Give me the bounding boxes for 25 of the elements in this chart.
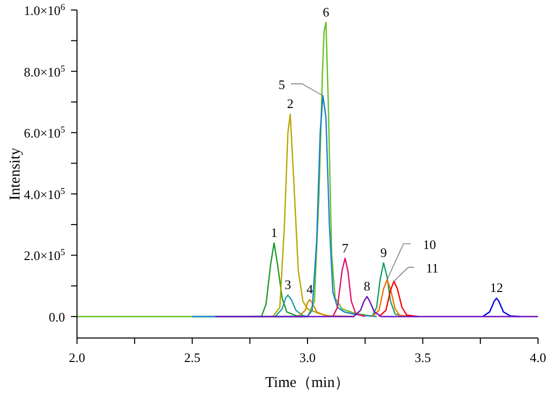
annotation: 5 bbox=[278, 76, 285, 92]
y-tick-label: 8.0×10$^{5}$ bbox=[24, 63, 66, 80]
annotation: 2 bbox=[286, 96, 294, 112]
annotation: 10 bbox=[423, 236, 436, 252]
annotation: 8 bbox=[364, 278, 370, 294]
annotation: 4 bbox=[306, 282, 314, 297]
y-tick-label: 0.0 bbox=[48, 310, 65, 325]
annotation: 11 bbox=[426, 260, 438, 276]
annotation: 1 bbox=[270, 224, 278, 240]
y-tick-label: 1.0×10$^{6}$ bbox=[24, 2, 66, 18]
y-tick-label: 4.0×10$^{5}$ bbox=[24, 186, 66, 202]
x-tick-label: 4.0 bbox=[530, 350, 546, 365]
annotation: 9 bbox=[380, 244, 387, 260]
y-tick-label: 6.0×10$^{5}$ bbox=[24, 124, 66, 141]
x-tick-label: 3.0 bbox=[299, 350, 316, 365]
y-tick-label: 2.0×10$^{5}$ bbox=[24, 247, 66, 264]
x-tick-label: 2.5 bbox=[184, 350, 200, 365]
annotation: 6 bbox=[322, 4, 330, 20]
x-tick-label: 3.5 bbox=[414, 350, 431, 365]
x-tick-label: 2.0 bbox=[68, 350, 86, 365]
annotation: 7 bbox=[342, 240, 349, 256]
x-axis-title: Time（min） bbox=[265, 375, 350, 391]
annotation: 12 bbox=[490, 280, 504, 296]
annotation: 3 bbox=[284, 277, 292, 292]
y-axis-title: Intensity bbox=[7, 147, 24, 200]
